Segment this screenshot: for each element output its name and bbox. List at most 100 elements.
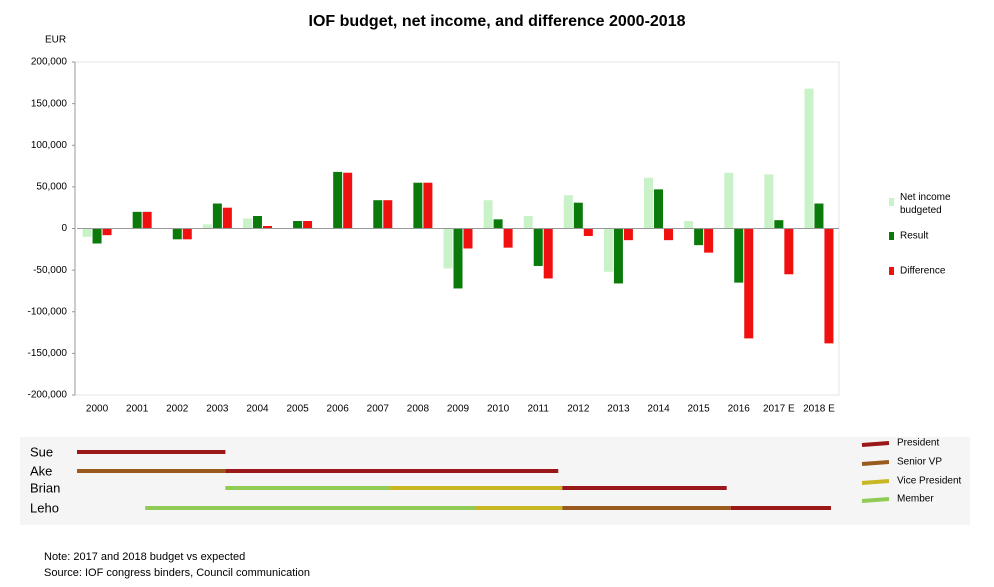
x-tick-label: 2006 [327, 404, 350, 415]
x-tick-label: 2003 [206, 404, 229, 415]
bar [92, 228, 102, 244]
bar [252, 216, 262, 229]
person-name: Sue [30, 444, 53, 459]
bar [814, 203, 824, 229]
x-tick-label: 2002 [166, 404, 189, 415]
bar [784, 228, 794, 275]
bar [212, 203, 222, 229]
bar [543, 228, 553, 279]
person-name: Brian [30, 480, 60, 495]
bar [182, 228, 192, 240]
x-tick-label: 2007 [367, 404, 390, 415]
bar [202, 224, 212, 229]
chart-title: IOF budget, net income, and difference 2… [309, 13, 686, 30]
x-tick-label: 2009 [447, 404, 470, 415]
bar [573, 202, 583, 229]
legend-label: Net income budgeted [900, 192, 951, 216]
y-tick-label: -150,000 [28, 348, 68, 359]
x-tick-label: 2010 [487, 404, 510, 415]
role-legend-label: President [897, 438, 939, 449]
bar [613, 228, 623, 284]
legend-swatch [889, 198, 894, 206]
x-tick-label: 2012 [567, 404, 590, 415]
bar [383, 200, 393, 229]
y-tick-label: -50,000 [33, 265, 67, 276]
bar [734, 228, 744, 283]
bar [503, 228, 513, 248]
legend-swatch [889, 232, 894, 240]
bar [443, 228, 453, 269]
bar [623, 228, 633, 241]
bar [694, 228, 704, 246]
bar [222, 207, 232, 229]
role-legend-label: Senior VP [897, 457, 942, 468]
x-tick-label: 2015 [688, 404, 711, 415]
bar [132, 211, 142, 229]
bar [533, 228, 543, 266]
bar [463, 228, 473, 249]
bar [644, 177, 654, 229]
role-legend-line [861, 460, 890, 466]
bar [262, 226, 272, 229]
legend-swatch [889, 267, 894, 275]
bar [102, 228, 112, 236]
bar [664, 228, 674, 241]
bar [804, 88, 814, 229]
bar [303, 221, 313, 229]
bar [744, 228, 754, 339]
bar [684, 221, 694, 229]
role-legend-line [861, 497, 890, 503]
y-tick-label: 200,000 [31, 57, 68, 68]
bar [343, 172, 353, 229]
bar [774, 220, 784, 229]
legend-label: Difference [900, 266, 946, 277]
bar [523, 216, 533, 229]
bar [583, 228, 593, 236]
person-name: Leho [30, 500, 59, 515]
x-tick-label: 2017 E [763, 404, 795, 415]
x-tick-label: 2018 E [803, 404, 835, 415]
person-name: Ake [30, 463, 52, 478]
bar [373, 200, 383, 229]
y-tick-label: 150,000 [31, 98, 68, 109]
bar [293, 221, 303, 229]
bar [764, 174, 774, 229]
legend-label: Result [900, 231, 929, 242]
x-tick-label: 2013 [607, 404, 630, 415]
x-tick-label: 2001 [126, 404, 149, 415]
bar [172, 228, 182, 240]
y-tick-label: -100,000 [28, 306, 68, 317]
x-tick-label: 2000 [86, 404, 109, 415]
x-tick-label: 2011 [527, 404, 549, 415]
bar [563, 195, 573, 229]
bar [333, 171, 343, 229]
bar [142, 211, 152, 229]
x-tick-label: 2004 [246, 404, 269, 415]
role-legend-line [861, 479, 890, 485]
role-legend-line [861, 441, 890, 447]
bar [242, 218, 252, 229]
x-tick-label: 2008 [407, 404, 430, 415]
y-tick-label: 50,000 [36, 182, 67, 193]
bar [423, 182, 433, 229]
role-legend-label: Member [897, 494, 934, 505]
role-legend-label: Vice President [897, 476, 962, 487]
x-tick-label: 2016 [728, 404, 751, 415]
bar [704, 228, 714, 253]
bar [603, 228, 613, 272]
bar [82, 228, 92, 237]
bar [413, 182, 423, 229]
x-tick-label: 2014 [647, 404, 670, 415]
y-axis-label: EUR [45, 35, 66, 46]
x-tick-label: 2005 [286, 404, 309, 415]
bar [824, 228, 834, 344]
note: Note: 2017 and 2018 budget vs expected [44, 551, 245, 563]
y-tick-label: -200,000 [28, 390, 68, 401]
bar [654, 189, 664, 229]
bar [453, 228, 463, 289]
bar [493, 219, 503, 229]
bar [483, 200, 493, 229]
source: Source: IOF congress binders, Council co… [44, 567, 310, 579]
y-tick-label: 0 [61, 223, 67, 234]
